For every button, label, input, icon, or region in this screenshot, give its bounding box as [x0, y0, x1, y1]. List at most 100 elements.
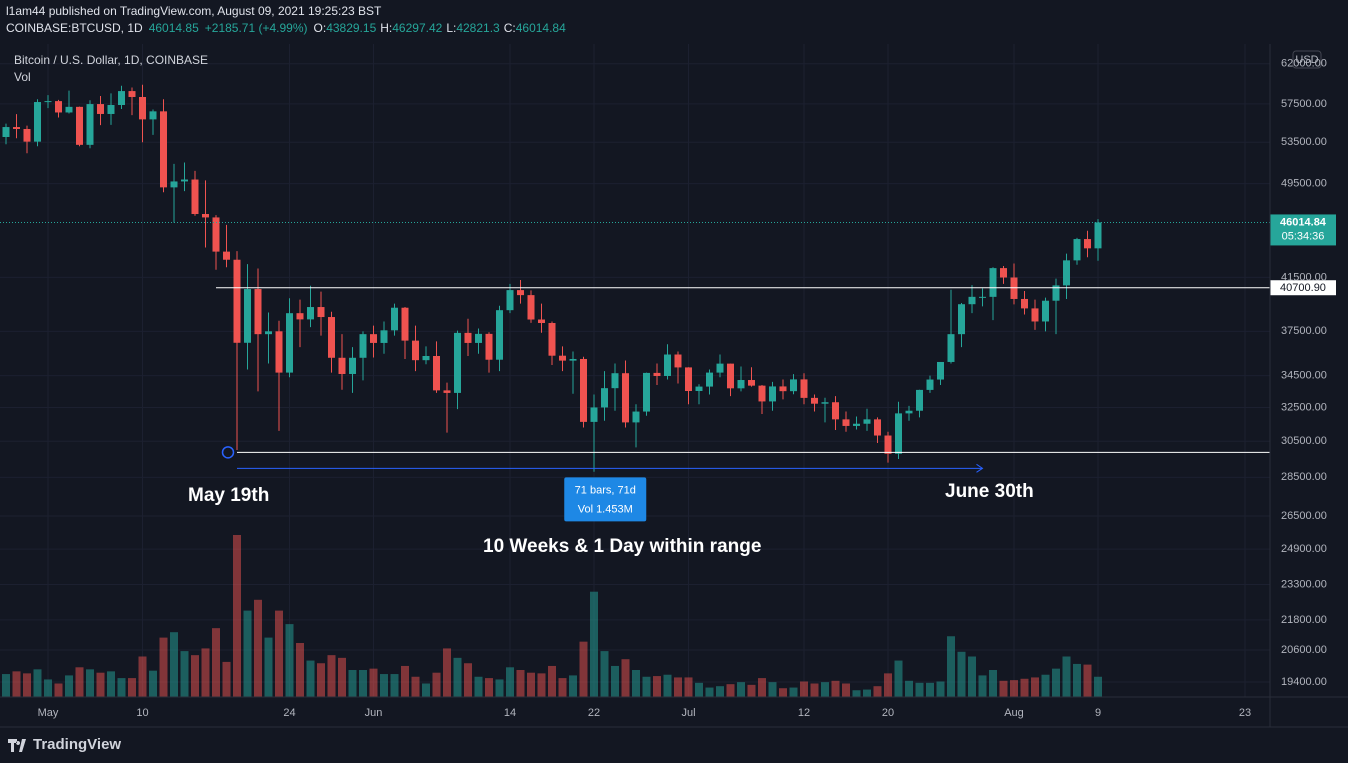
overlays: 40700.90 46014.84 05:34:36 71 bars, 71d Vol …	[0, 50, 1336, 522]
candle-body	[254, 289, 262, 335]
currency: USD	[1295, 54, 1318, 66]
volume-bar	[569, 675, 577, 697]
x-tick-label: 20	[882, 707, 894, 719]
volume-bar	[401, 665, 409, 697]
volume-bar	[863, 689, 871, 697]
x-tick-label: 12	[798, 707, 810, 719]
volume-bar	[65, 675, 73, 697]
volume-bar	[327, 655, 336, 697]
y-tick-label: 32500.00	[1281, 401, 1327, 413]
candle-body	[653, 372, 661, 376]
ohlc-label: O:	[314, 21, 327, 35]
volume-bar	[705, 687, 714, 697]
candle-body	[874, 419, 881, 436]
volume-bar	[359, 670, 367, 697]
volume-bar	[338, 657, 346, 697]
candle-body	[569, 358, 577, 361]
candle-body	[800, 379, 808, 398]
volume-bar	[464, 663, 472, 697]
volume-bar	[726, 684, 735, 697]
volume-bar	[674, 677, 682, 697]
price: 46014.85	[149, 21, 199, 35]
candle-body	[748, 380, 755, 386]
y-tick-label: 62000.00	[1281, 58, 1327, 70]
annotation: May 19th	[188, 485, 269, 506]
volume-bar	[506, 667, 514, 697]
candle-body	[601, 388, 608, 408]
candle-body	[307, 307, 314, 320]
candle-body	[737, 380, 745, 389]
x-tick-label: 9	[1095, 707, 1101, 719]
ohlc-value: 46014.84	[516, 21, 566, 35]
candle-body	[34, 102, 41, 142]
x-tick-label: Aug	[1004, 707, 1024, 719]
volume-bar	[485, 678, 493, 697]
candle-body	[832, 402, 839, 420]
candles	[2, 84, 1102, 472]
volume-bar	[821, 682, 829, 697]
candle-body	[317, 307, 325, 318]
volume-bar	[306, 660, 315, 697]
arrow-head	[976, 463, 984, 473]
candle-body	[863, 419, 871, 424]
candle-body	[265, 331, 272, 335]
volume-bar	[222, 661, 231, 697]
volume-bar	[905, 680, 913, 697]
volume-bar	[548, 665, 556, 697]
volume-bar	[180, 651, 189, 697]
y-tick-label: 24900.00	[1281, 543, 1327, 555]
volume-bar	[117, 678, 126, 697]
x-tick-label: 10	[136, 707, 148, 719]
candle-body	[191, 179, 199, 215]
candle-body	[905, 410, 913, 414]
y-tick-label: 21800.00	[1281, 614, 1327, 626]
volume-bar	[632, 670, 640, 697]
candle-body	[1073, 239, 1081, 261]
volume-bar	[201, 648, 210, 697]
candle-body	[412, 340, 419, 361]
candle-body	[517, 290, 524, 296]
candle-body	[947, 334, 955, 362]
candle-body	[758, 385, 766, 402]
candle-body	[181, 179, 188, 182]
candle-body	[496, 310, 503, 360]
candle-body	[716, 363, 724, 373]
candle-body	[548, 323, 556, 356]
volume-bar	[2, 674, 10, 697]
candle-body	[695, 386, 703, 392]
volume-pane	[2, 535, 1102, 697]
change: +2185.71 (+4.99%)	[205, 21, 308, 35]
volume-bar	[86, 669, 94, 697]
volume-bar	[443, 648, 451, 697]
chart-title: Bitcoin / U.S. Dollar, 1D, COINBASE	[14, 53, 208, 67]
candle-body	[65, 106, 73, 113]
volume-label: Vol	[14, 70, 31, 84]
volume-bar	[1031, 677, 1039, 697]
y-tick-label: 57500.00	[1281, 98, 1327, 110]
candle-body	[454, 332, 461, 393]
x-tick-label: May	[38, 707, 59, 719]
volume-bar	[936, 681, 945, 697]
volume-bar	[495, 679, 504, 697]
y-tick-label: 41500.00	[1281, 271, 1327, 283]
y-tick-label: 53500.00	[1281, 136, 1327, 148]
publisher: l1am44 published on TradingView.com, Aug…	[6, 4, 382, 18]
candle-body	[380, 330, 388, 343]
volume-bar	[516, 670, 525, 697]
candle-body	[443, 390, 451, 393]
candle-body	[160, 111, 167, 188]
candle-body	[916, 389, 923, 411]
candle-body	[580, 358, 587, 422]
y-tick-label: 34500.00	[1281, 370, 1327, 382]
candle-body	[1000, 268, 1007, 278]
volume-bar	[348, 670, 357, 697]
volume-bar	[170, 632, 178, 697]
candle-body	[244, 289, 251, 343]
volume-bar	[579, 641, 588, 697]
volume-bar	[968, 656, 976, 697]
candle-body	[118, 91, 125, 105]
candle-body	[538, 319, 545, 324]
candle-body	[1084, 239, 1091, 249]
candle-body	[1031, 308, 1039, 322]
volume-bar	[947, 636, 955, 697]
